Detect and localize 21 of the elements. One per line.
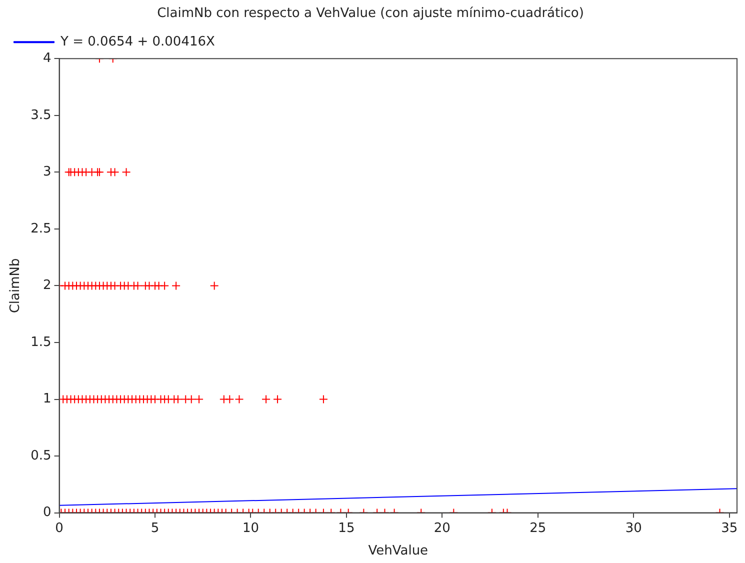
y-tick-label: 4 bbox=[42, 50, 52, 66]
y-tick-label: 2 bbox=[42, 278, 52, 294]
x-tick-label: 15 bbox=[338, 520, 355, 536]
y-tick-label: 2.5 bbox=[30, 221, 52, 236]
y-tick-label: 0.5 bbox=[30, 448, 52, 464]
x-tick-label: 30 bbox=[625, 520, 642, 536]
y-tick-label: 3.5 bbox=[30, 108, 52, 123]
y-axis-title: ClaimNb bbox=[8, 258, 24, 314]
x-tick-label: 10 bbox=[242, 520, 259, 536]
legend-label: Y = 0.0654 + 0.00416X bbox=[60, 34, 215, 50]
y-tick-label: 0 bbox=[42, 505, 52, 520]
x-tick-label: 0 bbox=[55, 520, 64, 536]
x-tick-label: 20 bbox=[434, 520, 450, 536]
x-axis-title: VehValue bbox=[368, 544, 428, 559]
y-tick-label: 3 bbox=[42, 164, 52, 180]
y-tick-label: 1.5 bbox=[30, 334, 52, 350]
x-tick-label: 35 bbox=[721, 520, 738, 536]
x-tick-label: 25 bbox=[530, 520, 546, 536]
x-tick-label: 5 bbox=[150, 520, 160, 536]
y-tick-label: 1 bbox=[42, 392, 52, 407]
chart-title: ClaimNb con respecto a VehValue (con ajuste mínimo-cuadrático) bbox=[157, 6, 584, 22]
